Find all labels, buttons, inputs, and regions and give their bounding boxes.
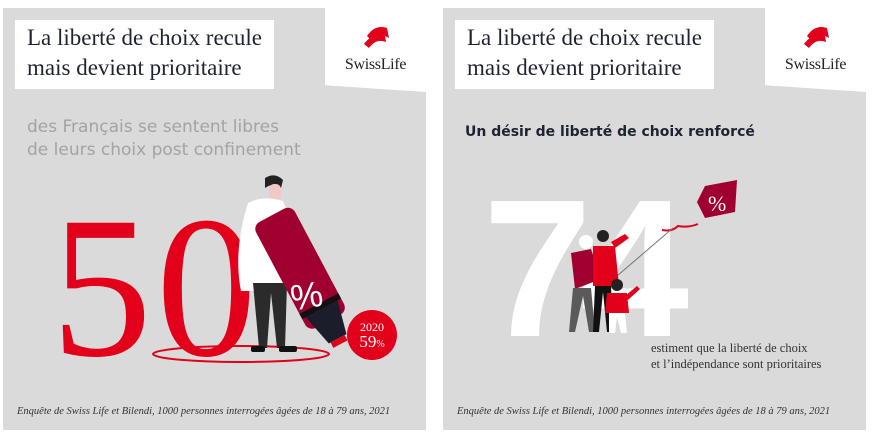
subtitle-line: des Français se sentent libres: [27, 117, 279, 137]
subtitle: des Français se sentent libres de leurs …: [27, 116, 301, 162]
subtitle-line: de leurs choix post confinement: [27, 140, 301, 160]
infographic-left: La liberté de choix recule mais devient …: [3, 8, 426, 430]
title-box: La liberté de choix recule mais devient …: [455, 20, 714, 89]
swisslife-logo-icon: [364, 27, 389, 48]
caption: estiment que la liberté de choix et l’in…: [651, 340, 821, 372]
ground-ellipse: [152, 345, 330, 363]
kite-percent: %: [708, 191, 726, 216]
caption-line: et l’indépendance sont prioritaires: [651, 357, 822, 371]
title-line: mais devient prioritaire: [27, 55, 242, 80]
badge-unit: %: [376, 339, 385, 350]
source-footnote: Enquête de Swiss Life et Bilendi, 1000 p…: [457, 406, 831, 417]
title-line: La liberté de choix recule: [27, 25, 262, 50]
title-line: La liberté de choix recule: [467, 25, 702, 50]
caption-line: estiment que la liberté de choix: [651, 341, 808, 355]
subtitle: Un désir de liberté de choix renforcé: [465, 124, 755, 140]
title-line: mais devient prioritaire: [467, 55, 682, 80]
swisslife-logo-icon: [804, 27, 829, 48]
badge-number: 59: [359, 332, 377, 351]
family-kite-illustration: %: [569, 180, 737, 333]
swisslife-logo: SwissLife: [765, 8, 866, 92]
badge-year: 2020: [360, 320, 384, 334]
person-with-marker-illustration: %: [238, 175, 348, 352]
infographic-right: La liberté de choix recule mais devient …: [443, 8, 866, 430]
logo-text: SwissLife: [344, 56, 407, 73]
marker-percent: %: [287, 273, 326, 319]
source-footnote: Enquête de Swiss Life et Bilendi, 1000 p…: [17, 406, 391, 417]
big-number: 50: [51, 175, 261, 399]
badge-value: 59%: [347, 333, 397, 353]
swisslife-logo: SwissLife: [325, 8, 426, 92]
logo-text: SwissLife: [784, 56, 847, 73]
title-box: La liberté de choix recule mais devient …: [15, 20, 274, 89]
comparison-badge: 2020 59%: [347, 310, 397, 360]
